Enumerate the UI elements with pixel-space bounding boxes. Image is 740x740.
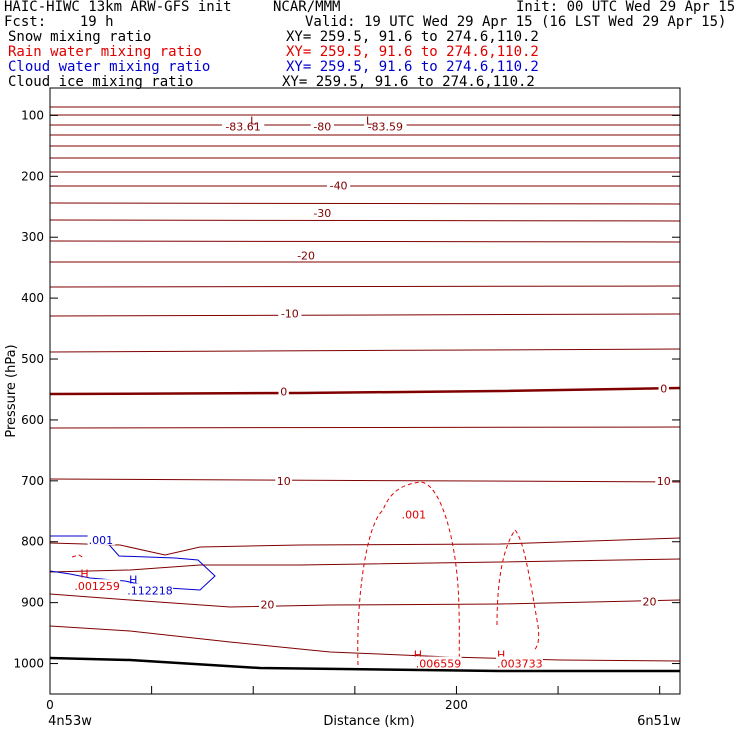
field-rain-xy: XY= 259.5, 91.6 to 274.6,110.2 xyxy=(286,44,539,60)
isotherm-label: -80 xyxy=(313,120,331,133)
y-tick-label: 100 xyxy=(21,108,44,122)
contour-labels: -83.61 -80 -83.59 -40 -30 -20 -10 0 0 10 10 20 20 L L H… xyxy=(73,114,673,671)
extremum-marker: H xyxy=(414,648,422,661)
isotherm-label-bg xyxy=(278,306,302,319)
isotherm-label-bg xyxy=(310,205,334,218)
y-tick-label: 900 xyxy=(21,596,44,610)
isotherm-label: -10 xyxy=(281,307,299,320)
isotherm-label-bg xyxy=(275,473,293,486)
isotherm-label-bg xyxy=(278,384,289,397)
rain-label-bg xyxy=(400,507,429,520)
x-axis: 0 200 xyxy=(46,686,661,712)
surface-line xyxy=(49,656,680,673)
cloud-label: .112218 xyxy=(127,584,172,597)
isotherm-label-bg xyxy=(641,594,658,607)
valid-time: Valid: 19 UTC Wed 29 Apr 15 (16 LST Wed … xyxy=(305,14,727,30)
isotherm-label: 10 xyxy=(657,475,671,488)
rain-label-bg xyxy=(73,579,121,592)
isotherm-label: -83.59 xyxy=(368,120,403,133)
rain-label: .003733 xyxy=(497,658,543,671)
y-tick-label: 300 xyxy=(21,230,44,244)
cloud-label: .001 xyxy=(89,534,114,547)
extremum-marker: H xyxy=(129,573,137,586)
isotherm-label: -40 xyxy=(330,179,348,192)
y-tick-label: 800 xyxy=(21,535,44,549)
rain-label-bg xyxy=(496,656,543,669)
forecast-hour: Fcst: 19 h xyxy=(4,14,114,30)
field-rain-name: Rain water mixing ratio xyxy=(8,44,202,60)
cloud-label-bg xyxy=(126,583,174,596)
y-tick-label: 200 xyxy=(21,169,44,183)
isotherm-label: -30 xyxy=(313,207,331,220)
right-endpoint-label: 6n51w xyxy=(637,714,681,729)
isotherm-label: 20 xyxy=(260,598,274,611)
isotherm-label-bg xyxy=(221,119,265,132)
x-tick-label: 0 xyxy=(46,698,54,712)
isotherm-label-bg xyxy=(364,119,407,132)
field-snow-xy: XY= 259.5, 91.6 to 274.6,110.2 xyxy=(286,29,539,45)
y-tick-label: 700 xyxy=(21,474,44,488)
rain-label: .001 xyxy=(402,508,427,521)
isotherm-label-bg xyxy=(326,178,351,191)
isotherm-label: 0 xyxy=(280,385,287,398)
isotherm-label: 10 xyxy=(277,475,291,488)
field-cloud-ice-xy: XY= 259.5, 91.6 to 274.6,110.2 xyxy=(282,74,535,90)
isotherm-label: -83.61 xyxy=(225,120,260,133)
cloud-label-bg xyxy=(87,532,116,545)
model-title: HAIC-HIWC 13km ARW-GFS init xyxy=(4,0,232,15)
y-tick-label: 1000 xyxy=(13,657,44,671)
y-tick-label: 600 xyxy=(21,413,44,427)
rain-label: .001259 xyxy=(74,580,120,593)
extremum-marker: L xyxy=(366,114,373,127)
left-endpoint-label: 4n53w xyxy=(48,714,92,729)
isotherm-label-bg xyxy=(658,381,669,394)
y-tick-label: 500 xyxy=(21,352,44,366)
extremum-marker: H xyxy=(497,648,505,661)
y-axis-label: Pressure (hPa) xyxy=(4,344,19,437)
x-axis-label: Distance (km) xyxy=(323,714,414,729)
init-time: Init: 00 UTC Wed 29 Apr 15 xyxy=(516,0,736,15)
x-tick-label: 200 xyxy=(445,698,468,712)
org-label: NCAR/MMM xyxy=(273,0,341,15)
isotherm-label-bg xyxy=(294,248,318,261)
plot-frame xyxy=(49,87,681,695)
isotherm-label: 0 xyxy=(660,382,667,395)
rain-label-bg xyxy=(414,656,462,669)
field-cloud-water-name: Cloud water mixing ratio xyxy=(8,59,211,75)
isotherm-lines xyxy=(49,106,681,662)
isotherm-label: 20 xyxy=(643,595,657,608)
isotherm-label-bg xyxy=(655,473,673,486)
extremum-marker: H xyxy=(80,567,88,580)
isotherm-label-bg xyxy=(310,119,334,132)
field-snow-name: Snow mixing ratio xyxy=(8,29,152,45)
field-cloud-ice-name: Cloud ice mixing ratio xyxy=(8,74,194,90)
field-cloud-water-xy: XY= 259.5, 91.6 to 274.6,110.2 xyxy=(286,59,539,75)
extremum-marker: L xyxy=(250,114,257,127)
isotherm-label-bg xyxy=(259,597,276,610)
y-tick-label: 400 xyxy=(21,291,44,305)
rain-label: .006559 xyxy=(416,658,462,671)
rain-contours xyxy=(71,481,540,668)
isotherm-label: -20 xyxy=(297,249,315,262)
